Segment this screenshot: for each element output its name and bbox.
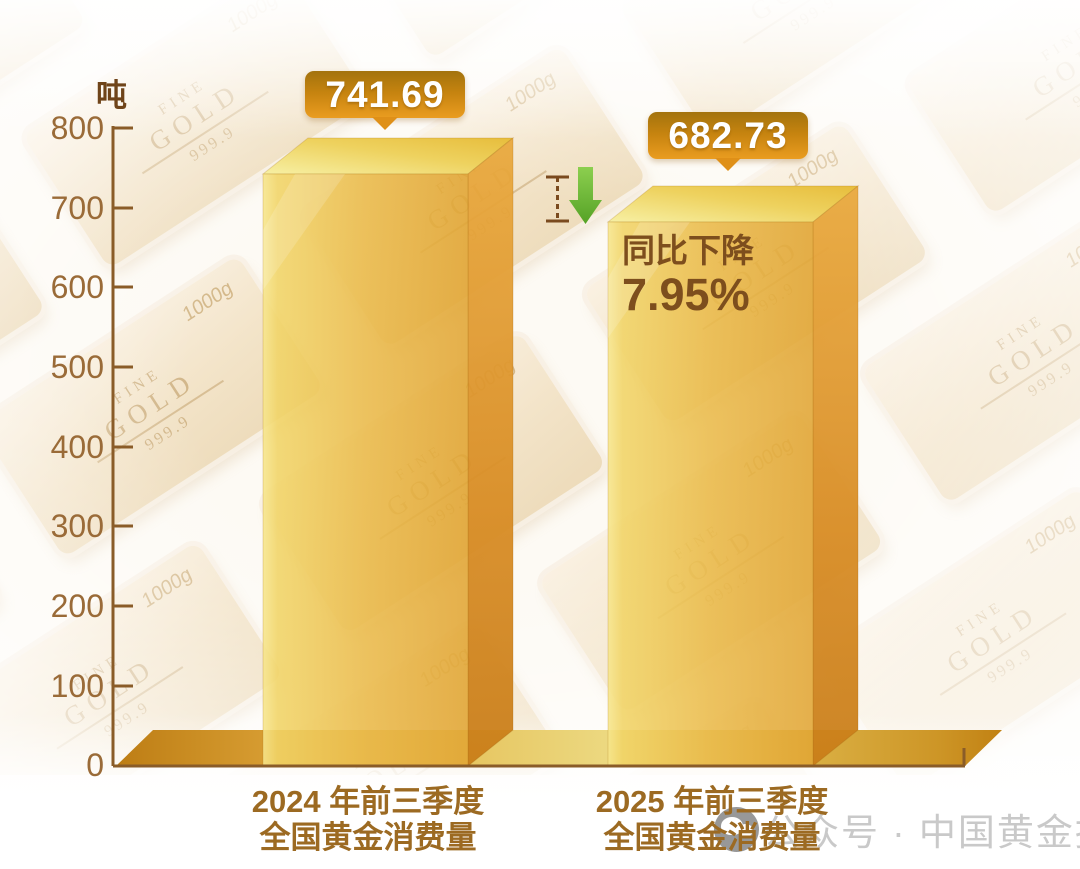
bar-2025-side <box>812 184 859 768</box>
x-label-2025: 2025 年前三季度 全国黄金消费量 <box>532 784 892 856</box>
y-tick-label: 200 <box>50 588 104 624</box>
value-badge-2024: 741.69 <box>305 71 465 130</box>
x-label-line2: 全国黄金消费量 <box>603 820 821 855</box>
y-tick-label: 0 <box>86 747 104 783</box>
x-label-line1: 2025 年前三季度 <box>595 784 829 819</box>
annotation-decline: 同比下降 7.95% <box>622 232 754 320</box>
value-badge-2025: 682.73 <box>648 112 808 171</box>
decline-arrow-icon <box>569 167 602 224</box>
y-tick-label: 300 <box>50 508 104 544</box>
badge-value: 682.73 <box>668 114 788 156</box>
bar-2024 <box>261 136 515 768</box>
badge-value: 741.69 <box>325 73 445 115</box>
decline-range-ibeam <box>546 175 569 223</box>
x-label-2024: 2024 年前三季度 全国黄金消费量 <box>188 784 548 856</box>
x-label-line2: 全国黄金消费量 <box>259 820 477 855</box>
y-tick-label: 800 <box>50 110 104 146</box>
annotation-percent: 7.95% <box>622 269 750 320</box>
unit-label: 吨 <box>96 78 127 113</box>
bar-2024-front <box>262 173 469 767</box>
y-tick-label: 700 <box>50 190 104 226</box>
y-tick-label: 400 <box>50 429 104 465</box>
y-tick-label: 600 <box>50 269 104 305</box>
annotation-line: 同比下降 <box>622 232 754 269</box>
x-label-line1: 2024 年前三季度 <box>251 784 485 819</box>
floor-platform <box>116 730 1002 766</box>
y-tick-label: 500 <box>50 349 104 385</box>
y-tick-label: 100 <box>50 668 104 704</box>
bar-2024-side <box>467 136 514 768</box>
